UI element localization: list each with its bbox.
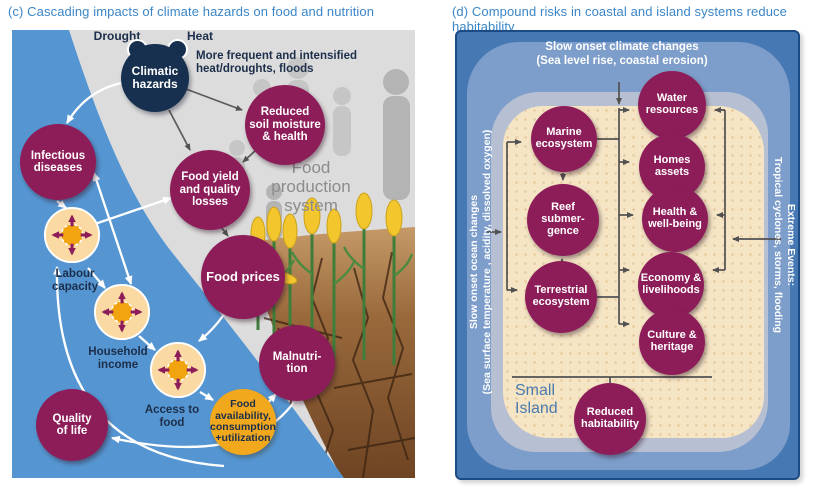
food-availability-node: Food availability, consumption +utilizat… <box>210 389 276 455</box>
terrestrial-ecosystem-node: Terrestrial ecosystem <box>525 261 597 333</box>
infectious-diseases-node: Infectious diseases <box>20 124 96 200</box>
economy-livelihoods-node: Economy & livelihoods <box>638 252 704 318</box>
food-prices-node: Food prices <box>201 235 285 319</box>
household-income-impact-spread-icon <box>93 283 151 341</box>
quality-of-life-node: Quality of life <box>36 389 108 461</box>
extreme-events-label: Extreme Events: Tropical cyclones, storm… <box>771 156 797 334</box>
reduced-soil-moisture-node: Reduced soil moisture & health <box>245 85 325 165</box>
drought-label: Drought <box>93 30 141 43</box>
access-to-food-label: Access to food <box>144 404 200 429</box>
reduced-habitability-node: Reduced habitability <box>574 383 646 455</box>
small-island-label: Small Island <box>515 382 558 418</box>
panel-d: Slow onset climate changes (Sea level ri… <box>455 30 800 480</box>
reef-submergence-node: Reef submer- gence <box>527 184 599 256</box>
slow-onset-climate-label: Slow onset climate changes (Sea level ri… <box>536 41 708 68</box>
ocean-changes-label: Slow onset ocean changes (Sea surface te… <box>468 129 494 395</box>
culture-heritage-node: Culture & heritage <box>639 309 705 375</box>
hazard-annotation: More frequent and intensified heat/droug… <box>196 50 358 75</box>
marine-ecosystem-node: Marine ecosystem <box>531 106 597 172</box>
food-production-system-label: Food production system <box>271 158 351 216</box>
food-yield-losses-node: Food yield and quality losses <box>170 150 250 230</box>
panel-d-title: (d) Compound risks in coastal and island… <box>452 4 787 34</box>
water-resources-node: Water resources <box>638 71 706 139</box>
panel-c: Drought Heat More frequent and intensifi… <box>12 30 415 478</box>
access-to-food-impact-spread-icon <box>149 341 207 399</box>
household-income-label: Household income <box>88 346 148 371</box>
labour-capacity-impact-spread-icon <box>43 206 101 264</box>
health-wellbeing-node: Health & well-being <box>642 186 708 252</box>
panel-c-title: (c) Cascading impacts of climate hazards… <box>8 4 375 19</box>
heat-label: Heat <box>186 30 213 43</box>
labour-capacity-label: Labour capacity <box>51 268 99 293</box>
climatic-hazards-node: Climatic hazards <box>121 44 189 112</box>
malnutrition-node: Malnutri- tion <box>259 325 335 401</box>
panel-d-risk-arrows <box>487 82 781 384</box>
